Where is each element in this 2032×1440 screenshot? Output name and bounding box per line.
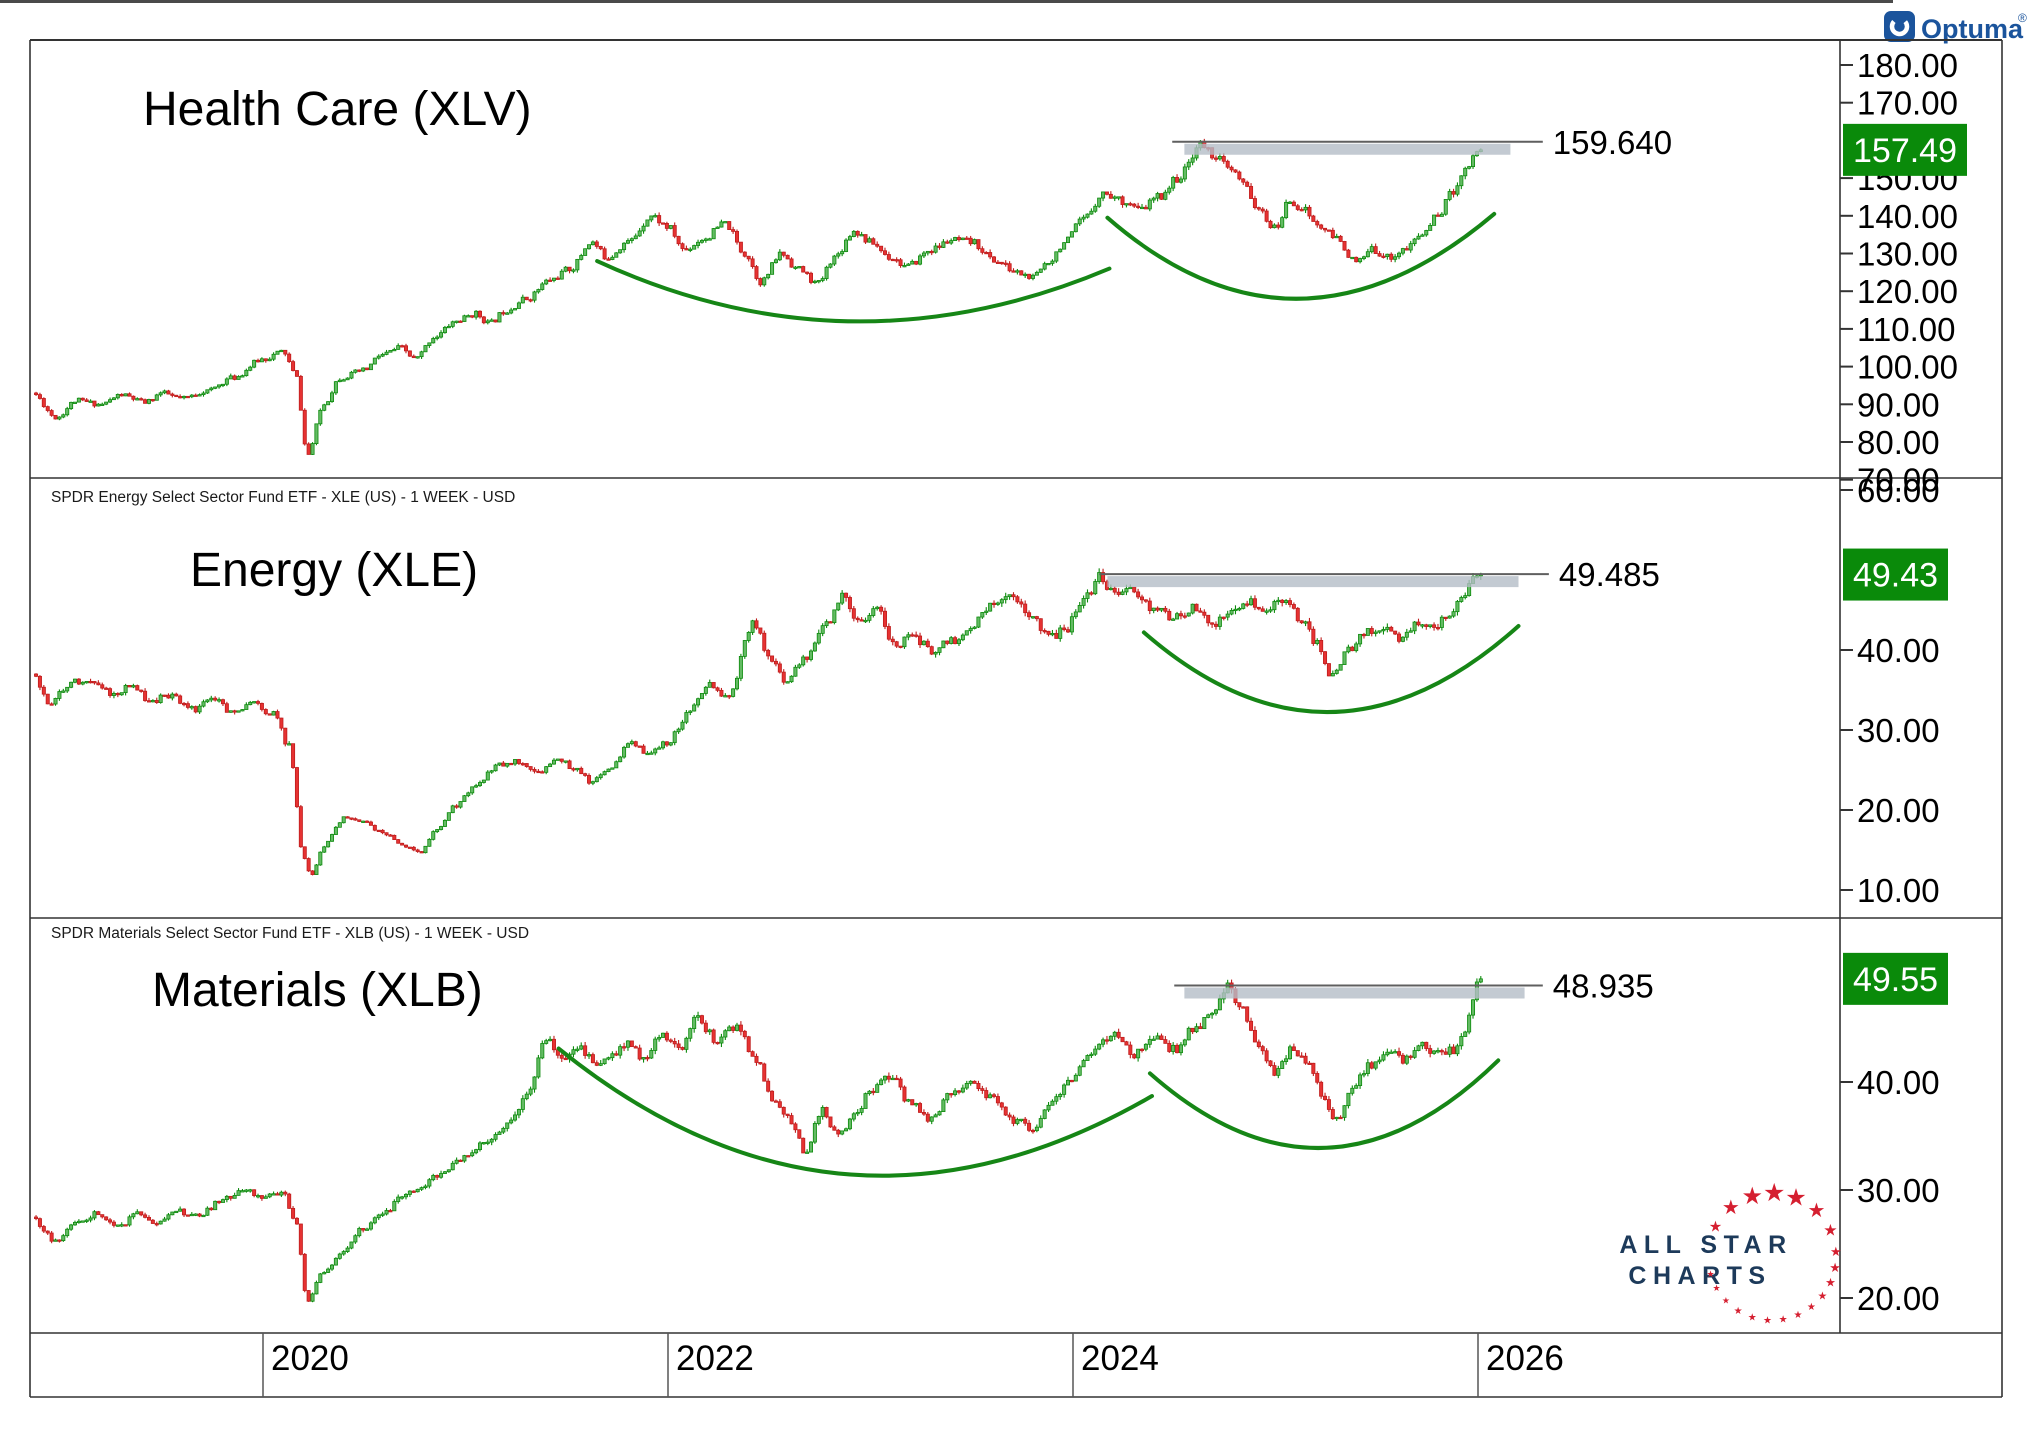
last-price-badge-text: 49.43 <box>1853 557 1938 595</box>
asc-logo-line1: ALL STAR <box>1619 1231 1792 1259</box>
price-tick-label: 80.00 <box>1857 424 1940 461</box>
star-icon: ★ <box>1706 1269 1714 1279</box>
price-tick-label: 20.00 <box>1857 1280 1940 1317</box>
star-icon: ★ <box>1817 1290 1827 1302</box>
price-tick-label: 110.00 <box>1857 311 1955 348</box>
panel-materials-xlb: SPDR Materials Select Sector Fund ETF - … <box>34 925 1654 1303</box>
star-icon: ★ <box>1713 1283 1721 1293</box>
star-icon: ★ <box>1709 1218 1722 1235</box>
panel-title-xlv: Health Care (XLV) <box>143 83 532 136</box>
base-arc-annotation[interactable] <box>595 259 1112 324</box>
optuma-logo-icon <box>1884 11 1915 42</box>
panel-health-care-xlv: Health Care (XLV) 159.640 <box>34 83 1672 455</box>
last-price-badge-xle[interactable]: 49.43 <box>1843 548 1948 601</box>
resistance-price-label: 49.485 <box>1559 556 1660 593</box>
resistance-band[interactable] <box>1184 143 1511 155</box>
star-icon: ★ <box>1734 1306 1743 1317</box>
resistance-price-label: 159.640 <box>1553 124 1672 161</box>
resistance-band[interactable] <box>1107 576 1519 588</box>
star-icon: ★ <box>1722 1296 1730 1306</box>
star-icon: ★ <box>1779 1315 1788 1326</box>
resistance-annotation-xlb[interactable]: 48.935 <box>1174 968 1654 1005</box>
star-icon: ★ <box>1823 1223 1837 1240</box>
date-axis[interactable]: 2020 2022 2024 2026 <box>262 1333 1564 1397</box>
star-icon: ★ <box>1748 1312 1757 1323</box>
price-tick-label: 170.00 <box>1857 85 1958 122</box>
price-tick-label: 70.00 <box>1857 462 1940 499</box>
window-top-edge <box>0 0 1893 3</box>
resistance-annotation-xlv[interactable]: 159.640 <box>1172 124 1672 161</box>
last-price-badge-text: 157.49 <box>1853 132 1957 170</box>
price-tick-label: 40.00 <box>1857 1064 1940 1101</box>
price-tick-label: 60.00 <box>1857 472 1940 509</box>
instrument-descriptor-xle: SPDR Energy Select Sector Fund ETF - XLE… <box>51 489 515 506</box>
candles-xle <box>34 568 1483 876</box>
year-tick-label: 2022 <box>676 1339 754 1378</box>
price-tick-label: 20.00 <box>1857 792 1940 829</box>
price-tick-label: 120.00 <box>1857 273 1958 310</box>
price-tick-label: 10.00 <box>1857 872 1940 909</box>
year-tick-label: 2020 <box>271 1339 349 1378</box>
star-icon: ★ <box>1807 1200 1825 1222</box>
price-tick-label: 180.00 <box>1857 47 1958 84</box>
price-axis[interactable]: 180.00170.00150.00140.00130.00120.00110.… <box>1840 47 1967 1317</box>
base-arc-annotation[interactable] <box>1147 1058 1501 1151</box>
star-icon: ★ <box>1825 1275 1836 1289</box>
panel-title-xlb: Materials (XLB) <box>152 964 483 1017</box>
last-price-badge-text: 49.55 <box>1853 961 1938 999</box>
instrument-descriptor-xlb: SPDR Materials Select Sector Fund ETF - … <box>51 925 529 942</box>
all-star-charts-logo: ALL STAR CHARTS ★★ ★ ★ ★ ★★★★★★★★ ★ ★ ★★★★★ <box>1619 1179 1841 1326</box>
price-tick-label: 130.00 <box>1857 236 1958 273</box>
star-icon: ★ <box>1722 1197 1740 1219</box>
resistance-price-label: 48.935 <box>1553 968 1654 1005</box>
star-icon: ★ <box>1741 1183 1763 1210</box>
chart-frame <box>29 39 2003 1398</box>
asc-logo-line2: CHARTS <box>1628 1262 1771 1290</box>
base-arc-annotation[interactable] <box>556 1046 1154 1178</box>
star-icon: ★ <box>1785 1184 1807 1211</box>
base-arc-annotation[interactable] <box>1105 211 1497 301</box>
last-price-badge-xlb[interactable]: 49.55 <box>1843 952 1948 1005</box>
panel-energy-xle: SPDR Energy Select Sector Fund ETF - XLE… <box>34 489 1660 876</box>
price-tick-label: 100.00 <box>1857 349 1958 386</box>
price-tick-label: 90.00 <box>1857 386 1940 423</box>
panel-title-xle: Energy (XLE) <box>190 544 478 597</box>
star-icon: ★ <box>1829 1260 1841 1275</box>
star-icon: ★ <box>1807 1302 1816 1313</box>
candles-xlb <box>34 976 1483 1303</box>
star-icon: ★ <box>1794 1310 1803 1321</box>
price-tick-label: 30.00 <box>1857 1172 1940 1209</box>
optuma-logo-swirl <box>1889 16 1910 37</box>
price-tick-label: 30.00 <box>1857 712 1940 749</box>
price-tick-label: 140.00 <box>1857 198 1958 235</box>
asc-logo-stars: ★★ ★ ★ ★ ★★★★★★★★ ★ ★ ★★★★★ <box>1706 1179 1841 1326</box>
last-price-badge-xlv[interactable]: 157.49 <box>1843 123 1967 176</box>
resistance-annotation-xle[interactable]: 49.485 <box>1099 556 1660 593</box>
year-tick-label: 2024 <box>1081 1339 1159 1378</box>
year-tick-label: 2026 <box>1486 1339 1564 1378</box>
resistance-band[interactable] <box>1184 987 1525 999</box>
star-icon: ★ <box>1763 1179 1785 1207</box>
optuma-registered-mark: ® <box>2018 11 2027 25</box>
price-tick-label: 40.00 <box>1857 632 1940 669</box>
star-icon: ★ <box>1763 1315 1772 1326</box>
base-arc-annotation[interactable] <box>1141 624 1521 714</box>
star-icon: ★ <box>1830 1244 1842 1259</box>
